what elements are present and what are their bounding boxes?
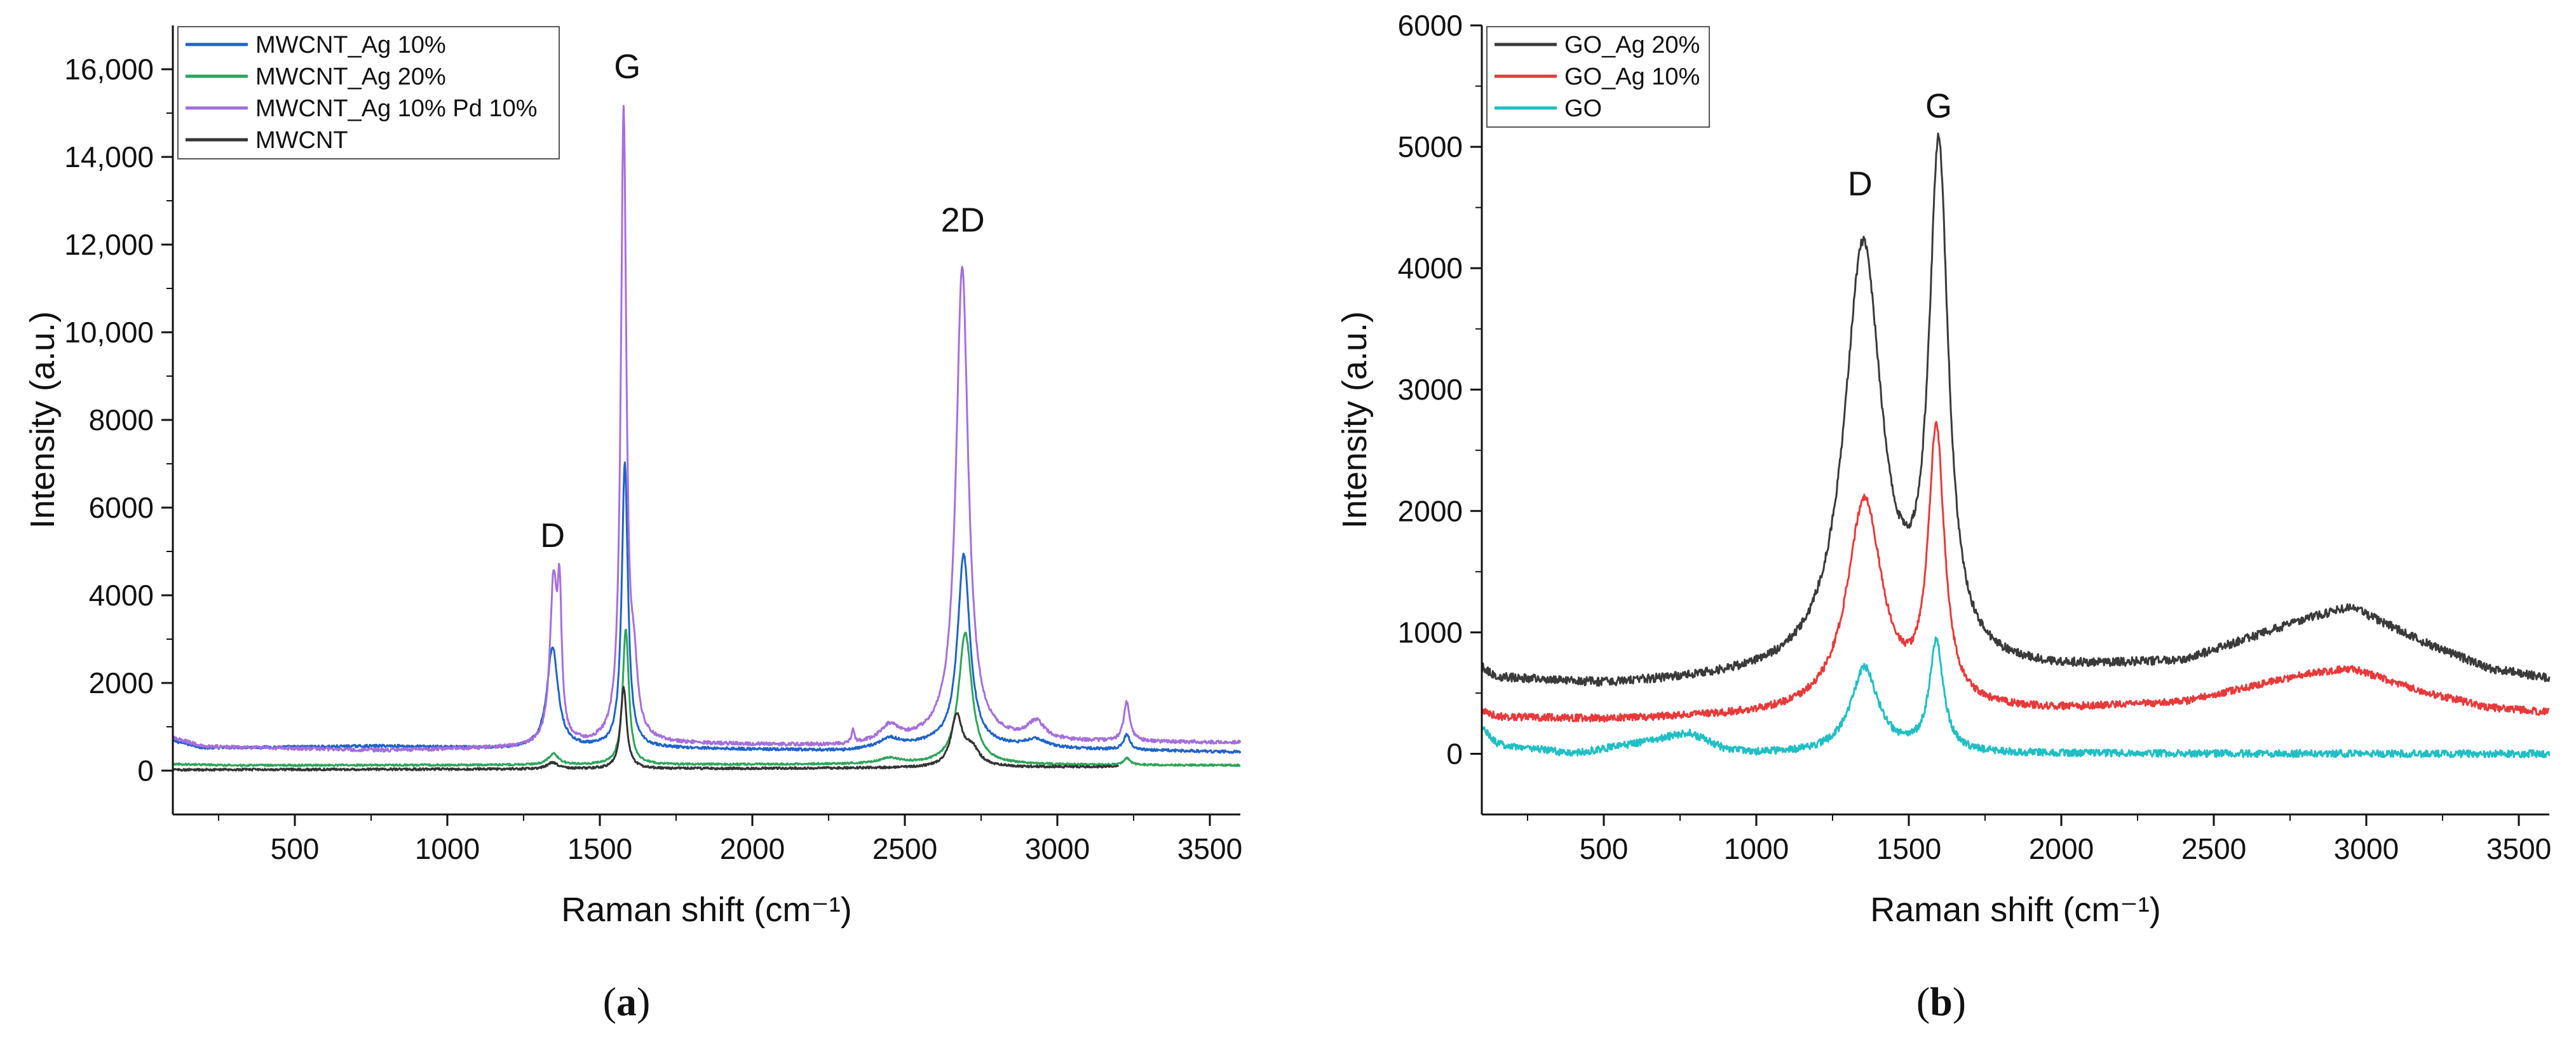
y-tick-label: 14,000 [64, 140, 154, 173]
y-axis-title: Intensity (a.u.) [1336, 311, 1374, 529]
x-tick-label: 500 [271, 832, 320, 865]
series-layer [1481, 132, 2551, 759]
series-layer [172, 105, 1242, 772]
legend-label: MWCNT_Ag 20% [255, 64, 446, 90]
series-line [1481, 421, 2550, 723]
annotation-layer: D G 2D [540, 48, 985, 555]
x-tick-label: 3500 [1177, 832, 1242, 865]
axes [1481, 25, 2549, 816]
series-line [172, 628, 1241, 767]
peak-label: G [614, 48, 641, 86]
y-tick-label: 6000 [1398, 9, 1463, 42]
x-tick-label: 1500 [1876, 832, 1941, 865]
legend-label: MWCNT_Ag 10% Pd 10% [255, 95, 538, 122]
legend: MWCNT_Ag 10% MWCNT_Ag 20% MWCNT_Ag 10% Pd … [177, 26, 560, 159]
y-tick-label: 0 [137, 754, 154, 787]
y-tick-label: 1000 [1398, 616, 1463, 649]
legend-label: MWCNT_Ag 10% [255, 32, 446, 58]
x-tick-label: 2500 [2181, 832, 2246, 865]
legend-label: GO_Ag 10% [1564, 64, 1700, 90]
series-line [1481, 636, 2551, 759]
legend-label: GO_Ag 20% [1564, 32, 1700, 58]
peak-label: D [1848, 165, 1873, 203]
y-tick-label: 4000 [89, 579, 154, 612]
legend-label: MWCNT [255, 127, 348, 154]
peak-label: D [540, 517, 565, 555]
x-tick-label: 1500 [567, 832, 632, 865]
y-tick-label: 8000 [89, 403, 154, 436]
series-line [172, 105, 1242, 753]
peak-label: 2D [941, 201, 985, 239]
x-tick-label: 2000 [720, 832, 785, 865]
y-tick-label: 6000 [89, 491, 154, 524]
y-tick-label: 3000 [1398, 373, 1463, 406]
x-axis-title: Raman shift (cm⁻¹) [1870, 891, 2161, 929]
x-axis-title: Raman shift (cm⁻¹) [561, 891, 852, 929]
y-tick-label: 2000 [1398, 494, 1463, 527]
ticks: 500 1000 1500 2000 2500 3000 3500 0 2000 4000 6000… [64, 53, 1242, 865]
y-tick-label: 4000 [1398, 252, 1463, 285]
legend: GO_Ag 20% GO_Ag 10% GO [1486, 26, 1710, 128]
y-axis-title: Intensity (a.u.) [24, 311, 62, 529]
legend-box [177, 26, 560, 159]
y-tick-label: 16,000 [64, 53, 154, 86]
x-tick-label: 2000 [2029, 832, 2094, 865]
x-tick-label: 1000 [415, 832, 480, 865]
chart-panel-b: 500 1000 1500 2000 2500 3000 3500 0 1000 2000 3000… [1336, 9, 2551, 1024]
annotation-layer: DG [1848, 87, 1952, 203]
x-tick-label: 3500 [2486, 832, 2551, 865]
y-tick-label: 12,000 [64, 228, 154, 261]
ticks: 500 1000 1500 2000 2500 3000 3500 0 1000 2000 3000… [1398, 9, 2552, 865]
x-tick-label: 2500 [872, 832, 937, 865]
panel-label-b: (b) [1916, 979, 1966, 1024]
x-tick-label: 3000 [2334, 832, 2399, 865]
x-tick-label: 3000 [1025, 832, 1090, 865]
chart-panel-a: 500 1000 1500 2000 2500 3000 3500 0 2000 4000 6000… [24, 25, 1242, 1024]
series-line [1481, 132, 2551, 687]
y-tick-label: 10,000 [64, 316, 154, 349]
y-tick-label: 2000 [89, 666, 154, 699]
series-line [172, 685, 1120, 772]
legend-label: GO [1564, 95, 1602, 122]
y-tick-label: 0 [1446, 737, 1463, 770]
x-tick-label: 1000 [1724, 832, 1789, 865]
x-tick-label: 500 [1580, 832, 1629, 865]
peak-label: G [1925, 87, 1952, 125]
panel-label-a: (a) [603, 979, 651, 1024]
y-tick-label: 5000 [1398, 130, 1463, 163]
